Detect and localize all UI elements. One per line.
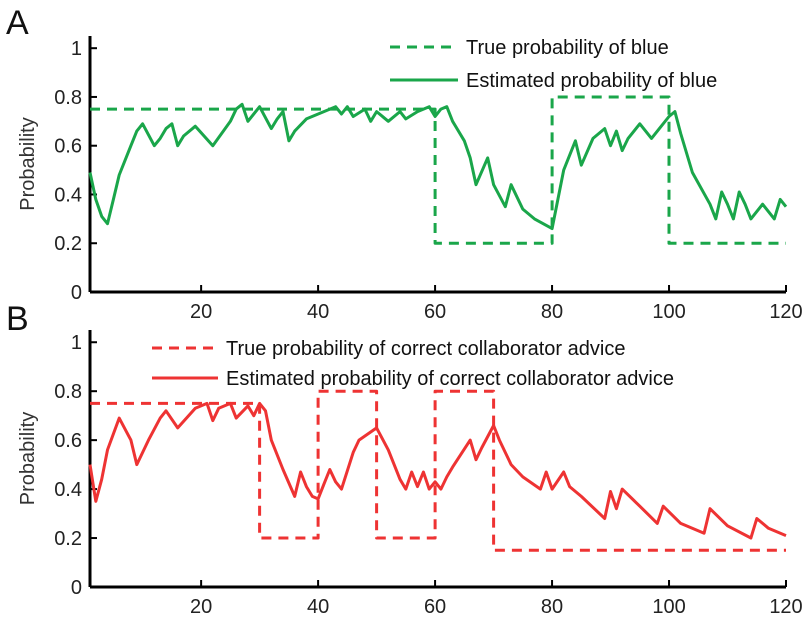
panel-a-y-tick-label: 0.2 — [54, 233, 82, 255]
panel-b-x-tick-label: 100 — [652, 596, 685, 618]
panel-b-y-tick-label: 0.4 — [54, 479, 82, 501]
panel-b-legend-label: True probability of correct collaborator… — [226, 338, 625, 360]
panel-b-y-tick-label: 0.8 — [54, 381, 82, 403]
panel-a-x-tick-label: 80 — [541, 301, 563, 323]
panel-b-y-tick-label: 0.6 — [54, 430, 82, 452]
panel-a-legend-label: Estimated probability of blue — [466, 70, 717, 92]
panel-a-y-tick-label: 1 — [71, 38, 82, 60]
panel-a-y-tick-label: 0.8 — [54, 87, 82, 109]
panel-b-estimated-probability-line — [88, 401, 787, 540]
panel-b-x-tick-label: 40 — [307, 596, 329, 618]
panel-a-legend-label: True probability of blue — [466, 37, 669, 59]
panel-a-x-tick-label: 20 — [190, 301, 212, 323]
panel-a-y-tick-label: 0.6 — [54, 136, 82, 158]
panel-b-x-tick-label: 120 — [769, 596, 802, 618]
panel-b-x-tick-label: 80 — [541, 596, 563, 618]
panel-b-y-tick-label: 0.2 — [54, 528, 82, 550]
panel-a-x-tick-label: 40 — [307, 301, 329, 323]
panel-a-y-tick-label: 0.4 — [54, 184, 82, 206]
panel-a-x-tick-label: 120 — [769, 301, 802, 323]
panel-b-y-axis-label: Probability — [17, 412, 39, 505]
panel-a-letter: A — [6, 4, 29, 42]
panel-a-x-tick-label: 100 — [652, 301, 685, 323]
panel-b-letter: B — [6, 300, 29, 338]
panel-b-y-tick-label: 1 — [71, 332, 82, 354]
panel-a-estimated-probability-line — [88, 102, 788, 231]
panel-a-y-tick-label: 0 — [71, 282, 82, 304]
panel-b-x-tick-label: 20 — [190, 596, 212, 618]
panel-b-legend-label: Estimated probability of correct collabo… — [226, 368, 674, 390]
panel-a-y-axis-label: Probability — [17, 117, 39, 210]
panel-b-y-tick-label: 0 — [71, 577, 82, 599]
panel-a-true-probability-line — [90, 95, 786, 245]
panel-b-x-tick-label: 60 — [424, 596, 446, 618]
panel-b-true-probability-line — [90, 389, 786, 552]
panel-a-x-tick-label: 60 — [424, 301, 446, 323]
